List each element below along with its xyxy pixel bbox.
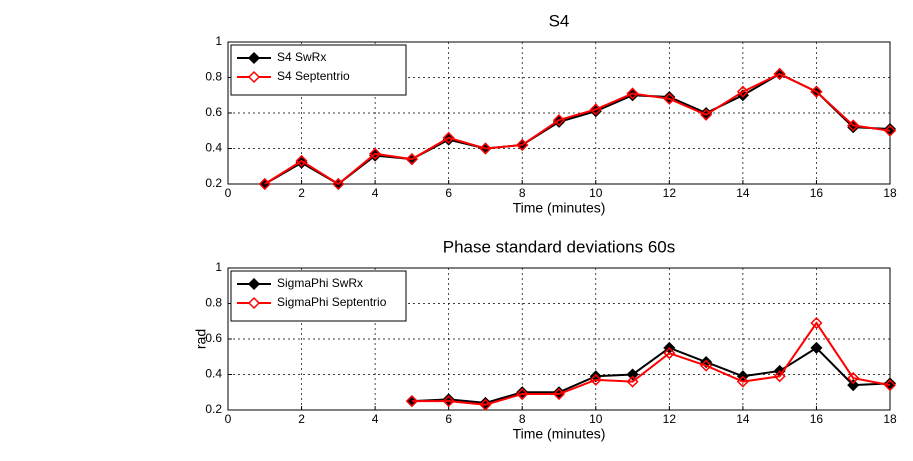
x-tick-label: 12	[663, 186, 677, 200]
y-tick-label: 0.4	[205, 141, 222, 155]
point-marker	[332, 177, 345, 191]
y-tick-label: 1	[215, 260, 222, 274]
x-axis-label: Time (minutes)	[513, 426, 606, 442]
point-marker	[516, 387, 529, 401]
point-marker	[442, 131, 455, 144]
series-line	[411, 321, 891, 406]
point-marker	[405, 153, 418, 166]
point-marker	[810, 85, 823, 98]
legend-label: S4 SwRx	[277, 50, 326, 64]
y-tick-label: 0.6	[205, 331, 222, 345]
point-marker	[626, 375, 639, 388]
legend-marker	[247, 70, 261, 84]
point-marker	[516, 138, 529, 152]
y-tick-label: 0.2	[205, 402, 222, 416]
plot-frame	[227, 41, 891, 185]
x-axis-label: Time (minutes)	[513, 200, 606, 216]
x-tick-label: 0	[225, 186, 232, 200]
y-tick-label: 1	[215, 34, 222, 48]
point-marker	[700, 106, 713, 120]
x-tick-label: 14	[736, 412, 750, 426]
x-tick-label: 18	[883, 186, 897, 200]
point-marker	[700, 108, 713, 121]
point-marker	[736, 85, 749, 98]
x-tick-label: 18	[883, 412, 897, 426]
point-marker	[405, 395, 418, 408]
point-marker	[883, 377, 897, 390]
legend-marker	[247, 277, 261, 291]
point-marker	[552, 114, 566, 127]
point-marker	[626, 368, 639, 381]
legend-box	[230, 44, 407, 96]
x-tick-label: 16	[810, 186, 824, 200]
legend-box	[230, 270, 407, 322]
x-tick-label: 2	[298, 186, 305, 200]
series-line	[264, 72, 891, 186]
point-marker	[369, 147, 382, 160]
point-marker	[663, 92, 676, 105]
x-tick-label: 16	[810, 412, 824, 426]
series-line	[411, 346, 891, 404]
x-tick-label: 10	[589, 186, 603, 200]
point-marker	[847, 379, 860, 392]
point-marker	[883, 122, 897, 136]
point-marker	[810, 341, 823, 354]
point-marker	[773, 67, 786, 81]
point-marker	[773, 370, 786, 383]
y-tick-label: 0.2	[205, 176, 222, 190]
point-marker	[626, 87, 639, 100]
x-tick-label: 4	[372, 186, 379, 200]
x-tick-label: 12	[663, 412, 677, 426]
x-tick-label: 14	[736, 186, 750, 200]
x-tick-label: 0	[225, 412, 232, 426]
point-marker	[479, 396, 492, 409]
y-tick-label: 0.8	[205, 296, 222, 310]
x-tick-label: 8	[519, 412, 526, 426]
point-marker	[589, 103, 602, 116]
point-marker	[479, 398, 492, 411]
point-marker	[258, 177, 271, 191]
point-marker	[847, 119, 860, 132]
point-marker	[589, 370, 602, 383]
point-marker	[700, 356, 713, 369]
legend-label: SigmaPhi SwRx	[277, 276, 363, 290]
point-marker	[663, 347, 676, 360]
y-tick-label: 0.8	[205, 70, 222, 84]
y-tick-label: 0.6	[205, 105, 222, 119]
x-tick-label: 4	[372, 412, 379, 426]
point-marker	[589, 373, 602, 386]
legend-label: SigmaPhi Septentrio	[277, 295, 387, 309]
plot-frame	[227, 267, 891, 411]
chart-title: S4	[549, 11, 570, 30]
point-marker	[810, 316, 823, 330]
legend-marker	[247, 296, 261, 310]
point-marker	[442, 395, 455, 408]
x-tick-label: 10	[589, 412, 603, 426]
point-marker	[736, 375, 749, 388]
legend-marker	[247, 51, 261, 65]
legend-label: S4 Septentrio	[277, 69, 350, 83]
point-marker	[700, 359, 713, 372]
chart-title: Phase standard deviations 60s	[443, 237, 676, 256]
point-marker	[883, 124, 897, 137]
point-marker	[847, 371, 860, 385]
y-tick-label: 0.4	[205, 367, 222, 381]
point-marker	[295, 154, 308, 167]
point-marker	[479, 142, 492, 155]
x-tick-label: 6	[445, 412, 452, 426]
point-marker	[883, 379, 897, 392]
x-tick-label: 6	[445, 186, 452, 200]
point-marker	[295, 156, 308, 169]
x-tick-label: 2	[298, 412, 305, 426]
y-axis-label: rad	[193, 329, 209, 349]
x-tick-label: 8	[519, 186, 526, 200]
point-marker	[552, 387, 566, 401]
